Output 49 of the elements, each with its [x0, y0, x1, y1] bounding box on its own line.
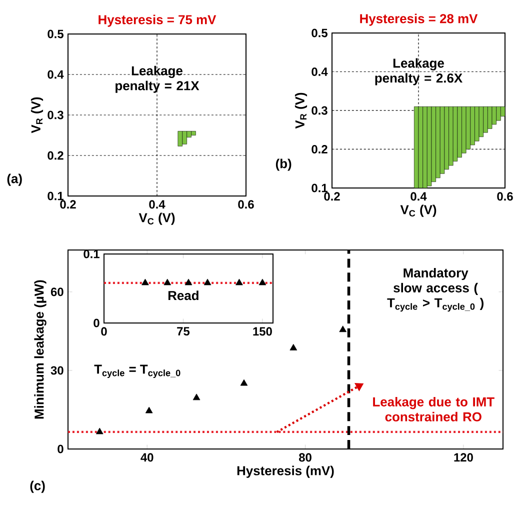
- text: (b): [276, 158, 292, 171]
- y-tick-label: 0.1: [312, 184, 328, 192]
- annotation: Read: [168, 290, 198, 300]
- x-tick-label: 0.6: [238, 200, 254, 209]
- y-tick-label: 0.4: [48, 70, 64, 79]
- y-tick-label: 0.3: [48, 110, 64, 120]
- y-axis-title: V$_{R}$ (V): [30, 97, 44, 134]
- x-axis-title: V$_{C}$ (V): [400, 204, 436, 217]
- y-axis-title: V$_{R}$ (V): [294, 92, 308, 129]
- y-tick-label: 0.2: [312, 145, 328, 154]
- y-tick-label: 0.3: [312, 106, 328, 115]
- chart-title: Hysteresis = 28 mV: [360, 14, 478, 26]
- point: [290, 344, 298, 350]
- y-tick-label: 0.4: [312, 68, 328, 76]
- text: (a): [7, 174, 22, 186]
- point: [240, 379, 248, 386]
- y-tick-label: 60: [50, 288, 64, 296]
- x-axis-title: Hysteresis (mV): [237, 466, 334, 478]
- x-tick-label: 0.2: [60, 200, 76, 209]
- annotation: Leakage penalty = 21X: [116, 66, 200, 93]
- x-tick-label: 0.4: [149, 200, 166, 209]
- x-tick-label: 80: [299, 453, 312, 462]
- point: [192, 394, 200, 400]
- y-tick-label: 0.1: [84, 250, 100, 258]
- point: [96, 428, 104, 434]
- y-tick-label: 30: [50, 366, 64, 375]
- x-tick-label: 0.2: [324, 192, 340, 201]
- annotation: Leakage due to IMT constrained RO: [373, 396, 494, 422]
- y-tick-label: 0.1: [48, 192, 64, 200]
- y-tick-label: 0.5: [312, 28, 328, 38]
- x-tick-label: 150: [253, 327, 272, 336]
- point: [339, 326, 347, 332]
- x-tick-label: 0.6: [497, 192, 513, 201]
- x-axis-title: V$_{C}$ (V): [138, 212, 175, 225]
- chart-title: Hysteresis = 75 mV: [98, 14, 216, 27]
- annotation: Leakage penalty = 2.6X: [375, 58, 462, 86]
- y-tick-label: 0.5: [48, 30, 64, 38]
- y-tick-label: 0.2: [48, 151, 64, 160]
- text: (c): [30, 480, 45, 493]
- y-axis-title: Minimum leakage (µW): [34, 280, 46, 419]
- x-tick-label: 40: [140, 453, 154, 462]
- annotation: T$_{cycle}$ = T$_{cycle_0}$: [94, 364, 180, 378]
- x-tick-label: 0: [101, 327, 107, 336]
- x-tick-label: 75: [177, 327, 190, 336]
- y-tick-label: 0: [58, 444, 64, 454]
- x-tick-label: 0.4: [410, 192, 427, 201]
- annotation: Mandatory slow access ( T$_{cycle}$ > T$_{cycle_0}$ ): [387, 268, 484, 312]
- x-tick-label: 120: [454, 453, 473, 462]
- point: [145, 406, 153, 414]
